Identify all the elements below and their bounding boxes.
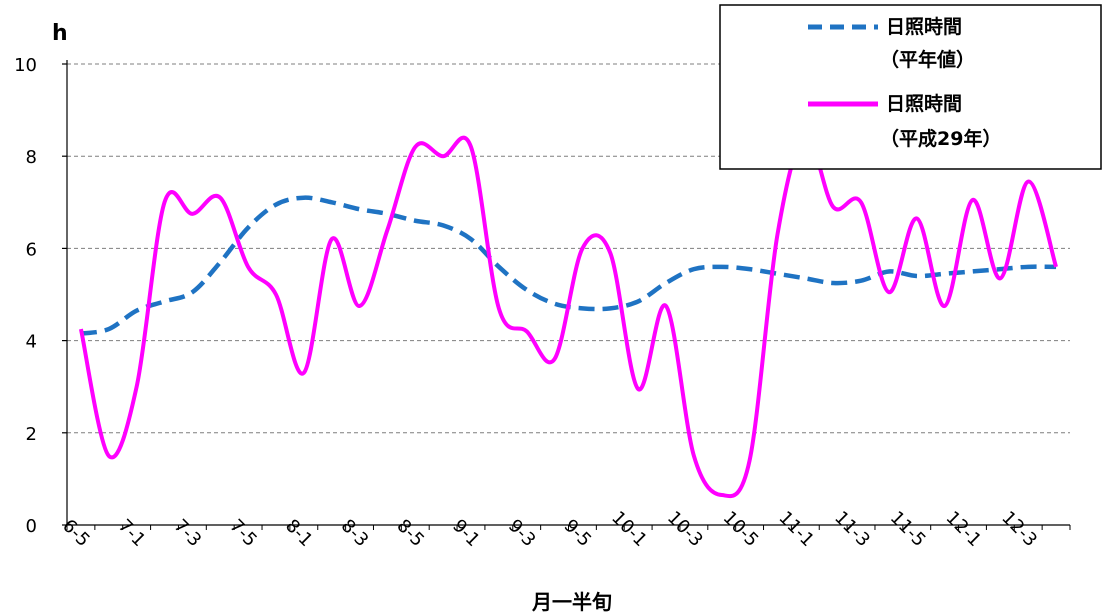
x-tick-label: 9-1 [448,515,484,551]
legend-label: 日照時間 [886,93,962,115]
x-tick-label: 10-1 [607,507,651,551]
x-tick-label: 7-3 [170,515,206,551]
x-tick-label: 9-5 [560,515,596,551]
y-tick-label: 8 [26,147,37,168]
x-tick-label: 7-5 [225,515,261,551]
y-unit-label: h [52,21,68,46]
x-tick-label: 8-3 [337,515,373,551]
x-tick-label: 9-3 [504,515,540,551]
y-tick-labels: 0 2 4 6 8 10 [14,55,37,537]
legend-box [719,4,1102,170]
y-tick-label: 4 [26,332,37,353]
x-tick-label: 11-3 [830,507,874,551]
y-tick-label: 0 [26,516,37,537]
x-tick-label: 8-5 [392,515,428,551]
x-tick-label: 11-1 [774,507,818,551]
x-tick-label: 11-5 [886,507,930,551]
y-tick-label: 10 [14,55,37,76]
x-tick-label: 7-1 [114,515,150,551]
legend: 日照時間 （平年値） 日照時間 （平成29年） [719,4,1102,170]
y-tick-label: 6 [26,239,37,260]
x-axis-label: 月一半旬 [531,590,612,614]
axes [62,60,1071,530]
x-tick-label: 10-5 [719,507,763,551]
legend-label-sub: （平成29年） [880,127,1001,150]
y-tick-label: 2 [26,424,37,445]
legend-label-sub: （平年値） [880,48,975,71]
series-line-2017 [78,133,1058,499]
x-tick-label: 12-3 [997,507,1041,551]
x-tick-label: 6-5 [58,515,94,551]
x-tick-label: 8-1 [281,515,317,551]
x-tick-label: 10-3 [663,507,707,551]
series-lines [78,133,1058,499]
x-tick-label: 12-1 [942,507,986,551]
x-tick-labels: 6-5 7-1 7-3 7-5 8-1 8-3 8-5 9-1 9-3 9-5 10-1 10-3 10… [58,507,1041,551]
legend-label: 日照時間 [886,16,962,38]
